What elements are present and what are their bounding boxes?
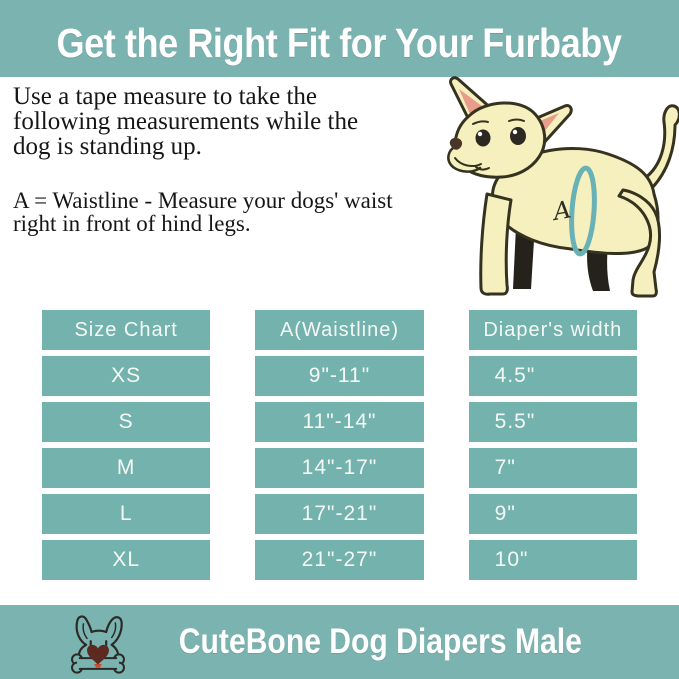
dog-eye-glint: [477, 131, 483, 137]
dog-tail: [643, 104, 679, 190]
measure-instructions: Use a tape measure to take the following…: [13, 84, 443, 159]
width-cell: 4.5": [468, 356, 637, 396]
dog-nose: [449, 137, 463, 150]
footer-banner: CuteBone Dog Diapers Male: [0, 605, 679, 679]
column-header-width: Diaper's width: [468, 310, 637, 350]
size-cell: XS: [42, 356, 211, 396]
size-cell: S: [42, 402, 211, 442]
dog-brow: [472, 120, 489, 125]
width-cell: 7": [468, 448, 637, 488]
waistline-cell: 14"-17": [255, 448, 424, 488]
column-header-waistline: A(Waistline): [255, 310, 424, 350]
waistline-marker-label: A: [549, 195, 573, 226]
width-cell: 10": [468, 540, 637, 580]
instruction-line: dog is standing up.: [13, 133, 202, 160]
size-cell: XL: [42, 540, 211, 580]
waistline-cell: 11"-14": [255, 402, 424, 442]
measuring-tape-icon: [569, 165, 597, 257]
header-banner: Get the Right Fit for Your Furbaby: [0, 0, 679, 77]
dog-eye: [510, 127, 526, 145]
waistline-cell: 9"-11": [255, 356, 424, 396]
dog-hind-leg: [617, 188, 662, 298]
dog-left-ear-inner: [459, 89, 482, 114]
dog-mouth: [454, 157, 482, 167]
dog-brow: [508, 118, 525, 122]
size-cell: M: [42, 448, 211, 488]
dog-eye: [475, 129, 491, 147]
page-title: Get the Right Fit for Your Furbaby: [57, 20, 622, 66]
brand-dog-bone-logo-icon: [70, 615, 125, 674]
waistline-cell: 17"-21": [255, 494, 424, 534]
instruction-line: right in front of hind legs.: [13, 211, 251, 236]
width-cell: 9": [468, 494, 637, 534]
width-cell: 5.5": [468, 402, 637, 442]
instruction-line: Use a tape measure to take the: [13, 83, 318, 110]
column-header-size: Size Chart: [42, 310, 211, 350]
waistline-definition: A = Waistline - Measure your dogs' waist…: [13, 189, 443, 235]
dog-front-leg: [479, 192, 513, 296]
brand-name: CuteBone Dog Diapers Male: [178, 622, 582, 661]
size-chart-table: Size Chart A(Waistline) Diaper's width X…: [0, 310, 679, 580]
dog-mouth-corner: [474, 165, 490, 171]
instruction-line: A = Waistline - Measure your dogs' waist: [13, 188, 393, 213]
dog-illustration: A: [447, 76, 679, 298]
instruction-line: following measurements while the: [13, 108, 359, 135]
dog-eye-glint: [512, 129, 518, 135]
waistline-cell: 21"-27": [255, 540, 424, 580]
size-cell: L: [42, 494, 211, 534]
